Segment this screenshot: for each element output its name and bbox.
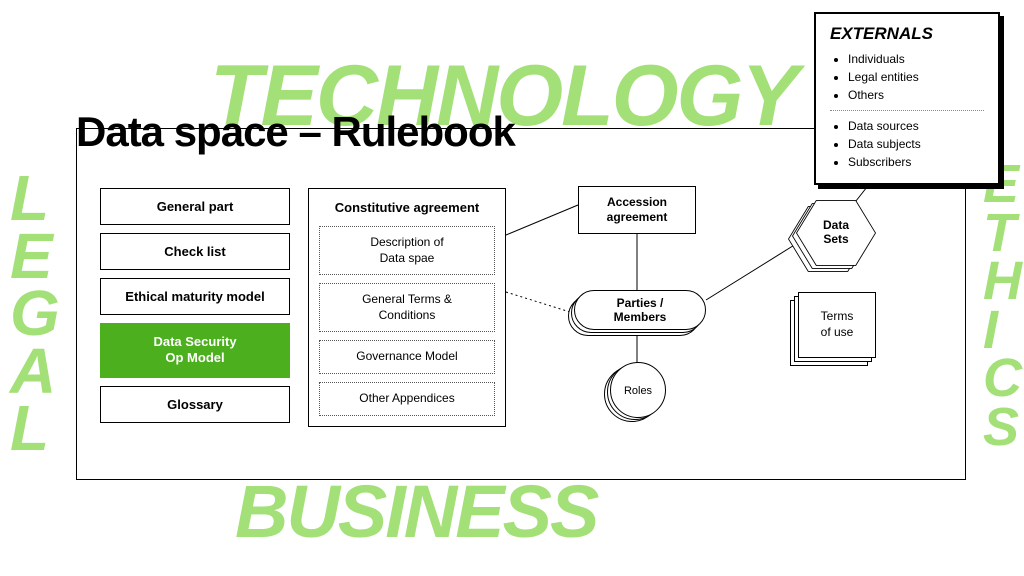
externals-list-1: Individuals Legal entities Others <box>830 50 984 104</box>
terms-of-use-node: Termsof use <box>790 292 882 370</box>
roles-label: Roles <box>610 362 666 418</box>
left-item-general: General part <box>100 188 290 225</box>
constitutive-item-description: Description ofData spae <box>319 226 495 275</box>
externals-item: Data subjects <box>848 135 984 153</box>
externals-item: Others <box>848 86 984 104</box>
bg-word-ethics: ETHICS <box>983 160 1020 452</box>
constitutive-header: Constitutive agreement <box>319 189 495 226</box>
bg-word-legal: LEGAL <box>10 170 58 458</box>
accession-agreement-box: Accessionagreement <box>578 186 696 234</box>
externals-title: EXTERNALS <box>830 24 984 44</box>
externals-box: EXTERNALS Individuals Legal entities Oth… <box>814 12 1000 185</box>
left-column: General part Check list Ethical maturity… <box>100 188 290 431</box>
externals-item: Individuals <box>848 50 984 68</box>
data-sets-label: DataSets <box>796 218 876 247</box>
externals-item: Subscribers <box>848 153 984 171</box>
terms-of-use-label: Termsof use <box>798 292 876 358</box>
left-item-data-security: Data SecurityOp Model <box>100 323 290 378</box>
constitutive-item-governance: Governance Model <box>319 340 495 374</box>
bg-word-business: BUSINESS <box>235 479 597 546</box>
data-sets-node: DataSets <box>788 198 880 278</box>
parties-members-node: Parties /Members <box>568 290 708 336</box>
page-title: Data space – Rulebook <box>76 108 515 156</box>
constitutive-agreement-box: Constitutive agreement Description ofDat… <box>308 188 506 427</box>
externals-list-2: Data sources Data subjects Subscribers <box>830 117 984 171</box>
left-item-ethical: Ethical maturity model <box>100 278 290 315</box>
left-item-checklist: Check list <box>100 233 290 270</box>
left-item-glossary: Glossary <box>100 386 290 423</box>
roles-node: Roles <box>604 362 674 420</box>
constitutive-item-terms: General Terms &Conditions <box>319 283 495 332</box>
constitutive-item-appendices: Other Appendices <box>319 382 495 416</box>
parties-label: Parties /Members <box>574 290 706 330</box>
externals-item: Data sources <box>848 117 984 135</box>
externals-item: Legal entities <box>848 68 984 86</box>
externals-divider <box>830 110 984 111</box>
